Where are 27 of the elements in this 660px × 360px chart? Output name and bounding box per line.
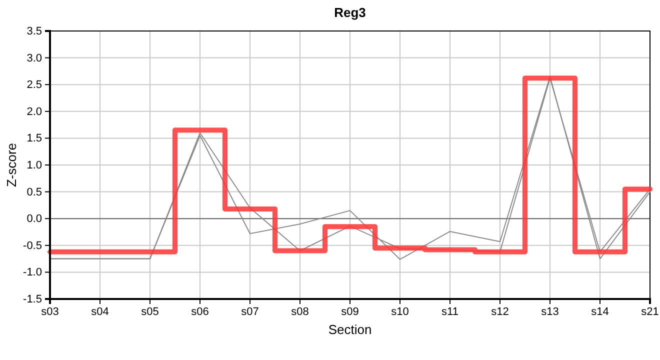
chart-title: Reg3 [334,5,366,20]
y-tick-label: 1.5 [26,132,42,145]
x-tick-label: s03 [41,306,59,318]
x-tick-label: s14 [591,306,609,318]
y-tick-label: 2.5 [26,79,42,92]
x-tick-label: s08 [291,306,309,318]
x-tick-label: s06 [191,306,209,318]
y-tick-label: 0.5 [26,186,42,198]
x-tick-label: s04 [91,306,109,318]
y-tick-label: -1.0 [23,266,42,279]
y-tick-label: 1.0 [26,160,42,172]
y-tick-label: 0.0 [26,213,42,226]
x-tick-label: s07 [241,306,259,318]
y-tick-label: 2.0 [26,106,42,118]
y-tick-label: 3.5 [26,26,42,38]
y-axis-title: Z-score [4,142,19,188]
x-tick-label: s10 [391,306,409,318]
y-tick-label: -1.5 [23,294,42,306]
y-tick-label: 3.0 [26,52,42,64]
x-tick-label: s09 [341,306,359,318]
x-tick-label: s13 [541,306,559,318]
x-tick-label: s11 [442,306,458,318]
x-tick-label: s21 [641,306,659,318]
y-tick-label: -0.5 [23,240,42,252]
x-axis-title: Section [328,322,372,337]
x-tick-label: s05 [141,306,159,318]
x-tick-label: s12 [491,306,509,318]
